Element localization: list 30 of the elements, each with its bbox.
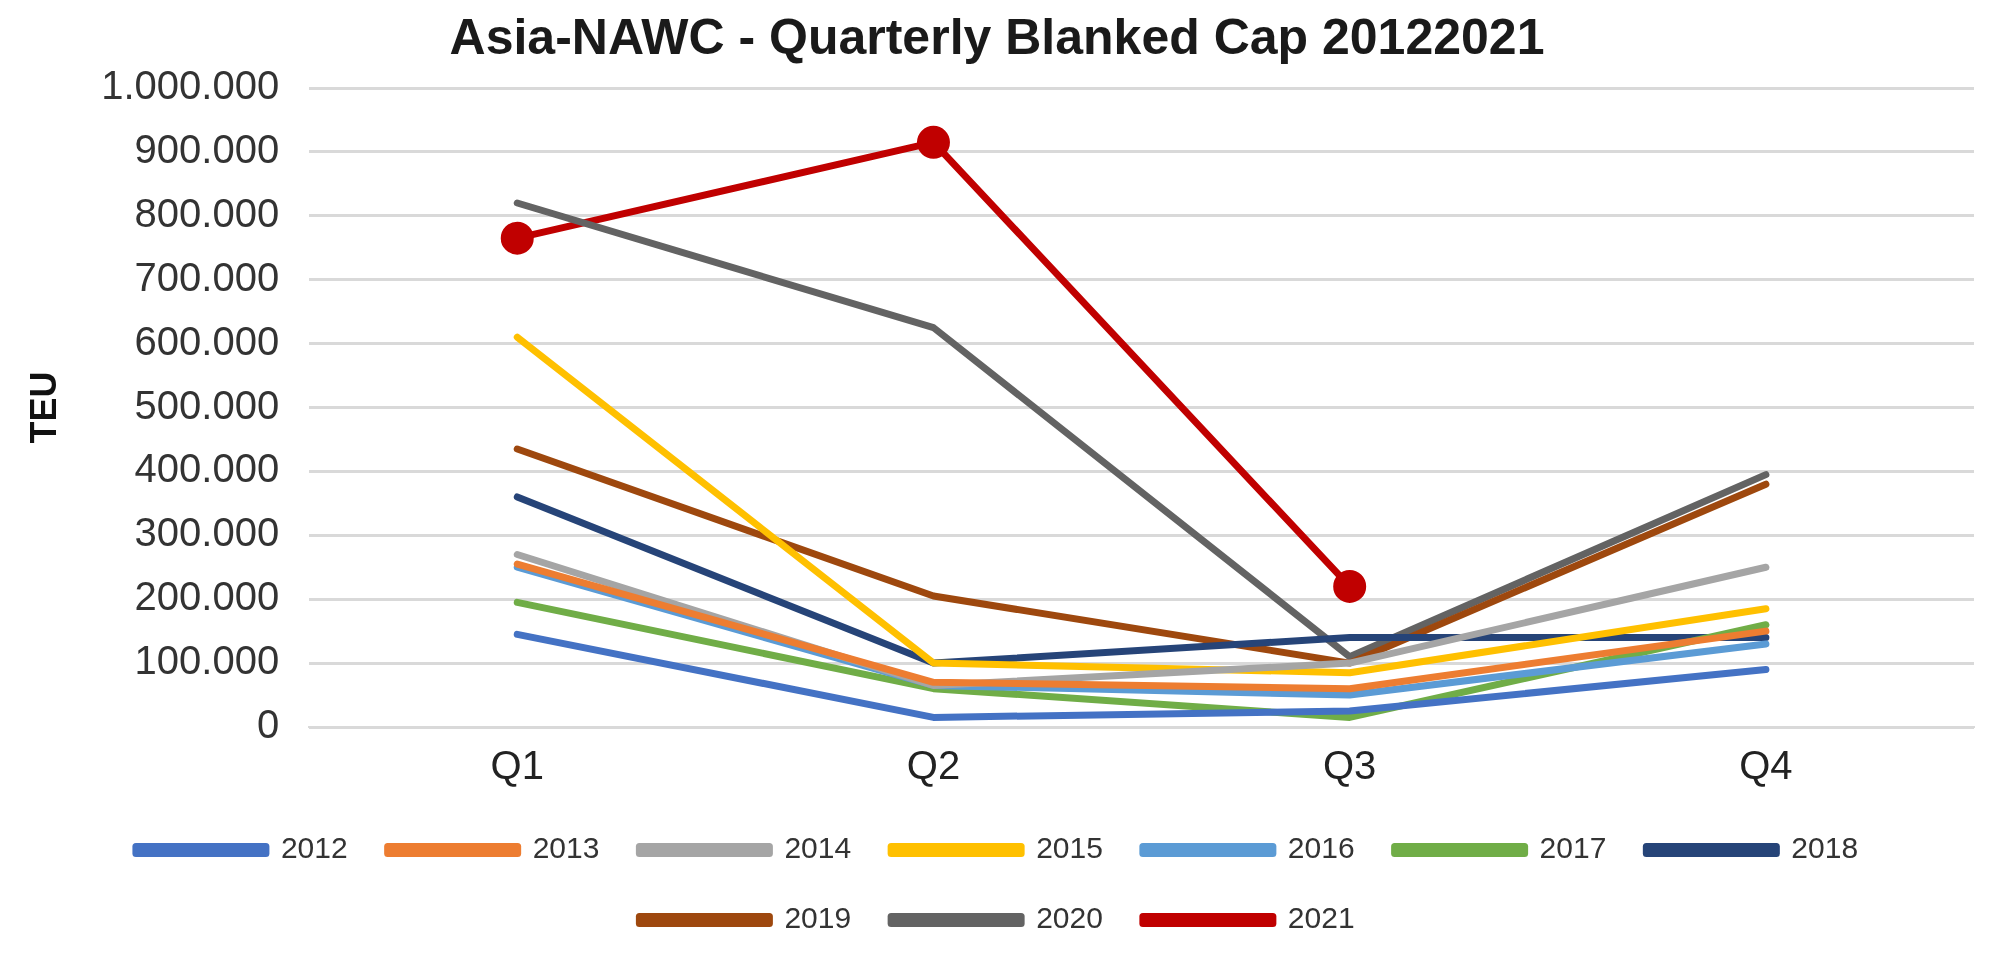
x-tick-label: Q3 xyxy=(1323,743,1377,788)
y-tick-label: 500.000 xyxy=(134,382,280,427)
y-tick-label: 300.000 xyxy=(134,510,280,555)
point xyxy=(500,221,534,255)
legend-label: 2014 xyxy=(784,831,852,865)
y-tick-label: 200.000 xyxy=(134,574,280,619)
chart-title: Asia-NAWC - Quarterly Blanked Cap 20122021 xyxy=(449,8,1545,65)
y-tick-label: 0 xyxy=(256,702,280,747)
point xyxy=(916,125,950,159)
legend-label: 2017 xyxy=(1539,831,1607,865)
legend-label: 2021 xyxy=(1287,901,1355,935)
x-tick-label: Q1 xyxy=(490,743,544,788)
y-tick-label: 900.000 xyxy=(134,126,280,171)
y-tick-label: 700.000 xyxy=(134,254,280,299)
x-tick-label: Q4 xyxy=(1739,743,1793,788)
legend-label: 2012 xyxy=(280,831,348,865)
y-tick-label: 800.000 xyxy=(134,190,280,235)
legend-label: 2019 xyxy=(784,901,852,935)
legend-label: 2013 xyxy=(532,831,600,865)
legend-label: 2020 xyxy=(1036,901,1103,935)
y-tick-label: 1.000.000 xyxy=(101,63,280,108)
legend-label: 2016 xyxy=(1287,831,1355,865)
y-axis-title: TEU xyxy=(22,371,64,444)
y-tick-label: 600.000 xyxy=(134,318,280,363)
y-tick-label: 400.000 xyxy=(134,446,280,491)
legend-label: 2018 xyxy=(1791,831,1859,865)
legend-label: 2015 xyxy=(1036,831,1103,865)
y-tick-label: 100.000 xyxy=(134,638,280,683)
x-tick-label: Q2 xyxy=(906,743,961,788)
point xyxy=(1333,569,1367,603)
